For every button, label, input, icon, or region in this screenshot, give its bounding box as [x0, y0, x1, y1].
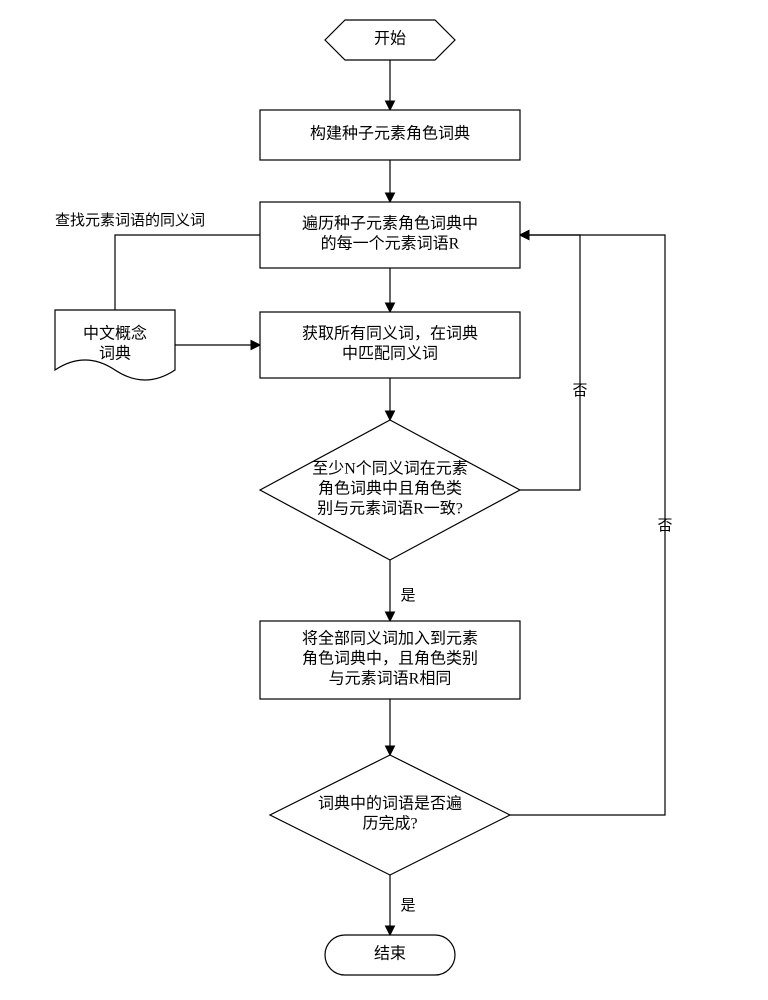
free-label: 查找元素词语的同义词 [55, 212, 205, 229]
svg-text:角色词典中且角色类: 角色词典中且角色类 [318, 480, 462, 498]
svg-text:中匹配同义词: 中匹配同义词 [342, 345, 438, 363]
svg-text:中文概念: 中文概念 [83, 324, 147, 343]
aux-line [115, 235, 260, 310]
svg-text:至少N个同义词在元素: 至少N个同义词在元素 [312, 460, 468, 478]
svg-text:否: 否 [657, 518, 672, 534]
edge [510, 235, 665, 815]
svg-text:遍历种子元素角色词典中: 遍历种子元素角色词典中 [302, 215, 478, 233]
edge [520, 235, 580, 490]
svg-text:词典中的词语是否遍: 词典中的词语是否遍 [318, 795, 462, 813]
svg-text:与元素词语R相同: 与元素词语R相同 [329, 670, 452, 688]
svg-text:历完成?: 历完成? [362, 815, 417, 833]
svg-text:否: 否 [572, 383, 587, 399]
svg-text:的每一个元素词语R: 的每一个元素词语R [321, 235, 460, 253]
svg-text:开始: 开始 [374, 30, 406, 48]
svg-text:角色词典中，且角色类别: 角色词典中，且角色类别 [302, 650, 478, 668]
svg-text:结束: 结束 [374, 945, 406, 963]
svg-text:获取所有同义词，在词典: 获取所有同义词，在词典 [302, 325, 478, 343]
svg-text:是: 是 [400, 898, 415, 914]
svg-text:构建种子元素角色词典: 构建种子元素角色词典 [310, 125, 470, 143]
svg-text:将全部同义词加入到元素: 将全部同义词加入到元素 [302, 630, 478, 648]
svg-text:词典: 词典 [99, 345, 131, 363]
svg-text:别与元素词语R一致?: 别与元素词语R一致? [317, 500, 463, 518]
svg-text:是: 是 [400, 588, 415, 604]
